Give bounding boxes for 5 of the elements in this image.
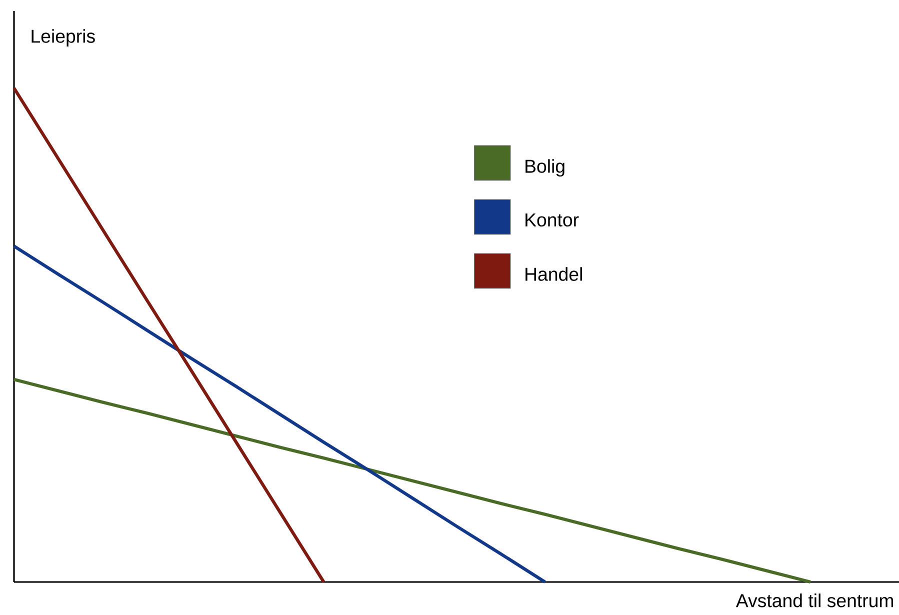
y-axis-title: Leiepris — [32, 29, 95, 47]
legend-label: Handel — [526, 267, 582, 281]
legend-label: Kontor — [526, 214, 579, 227]
x-axis-title: Avstand til sentrum — [736, 594, 894, 608]
legend-label: Bolig — [526, 159, 564, 177]
